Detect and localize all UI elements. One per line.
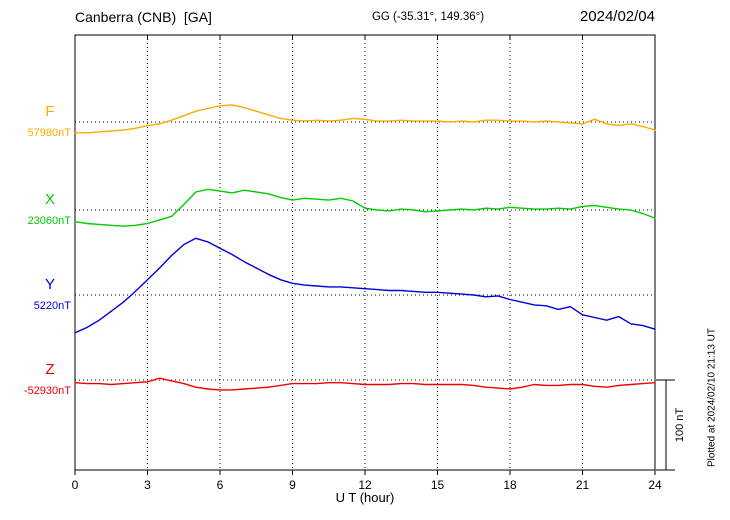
plot-date: 2024/02/04 <box>579 8 655 25</box>
x-tick-label: 0 <box>72 478 79 492</box>
series-label-Z: Z <box>45 361 54 378</box>
trace-Y <box>74 237 656 334</box>
x-tick-label: 21 <box>576 478 590 492</box>
x-tick-label: 12 <box>358 478 372 492</box>
x-tick-label: 3 <box>144 478 151 492</box>
x-tick-label: 6 <box>217 478 224 492</box>
series-value-Z: -52930nT <box>24 385 71 397</box>
x-tick-label: 9 <box>289 478 296 492</box>
series-value-F: 57980nT <box>28 127 72 139</box>
series-value-Y: 5220nT <box>34 300 72 312</box>
x-tick-label: 18 <box>503 478 517 492</box>
geographic-coords: GG (-35.31°, 149.36°) <box>371 11 485 23</box>
station-title: Canberra (CNB) [GA] <box>75 9 212 25</box>
series-label-F: F <box>45 103 54 120</box>
x-tick-label: 15 <box>431 478 445 492</box>
trace-Z <box>74 377 656 391</box>
series-label-Y: Y <box>45 276 55 293</box>
scale-bar-label: 100 nT <box>674 408 686 443</box>
plotted-at-note: Plotted at 2024/02/10 21:13 UT <box>706 328 718 467</box>
series-value-X: 23060nT <box>28 215 72 227</box>
x-tick-label: 24 <box>648 478 662 492</box>
trace-F <box>74 104 656 134</box>
trace-X <box>74 188 656 227</box>
series-label-X: X <box>45 191 55 208</box>
plot-border <box>74 34 656 471</box>
x-axis-label: U T (hour) <box>335 490 395 505</box>
